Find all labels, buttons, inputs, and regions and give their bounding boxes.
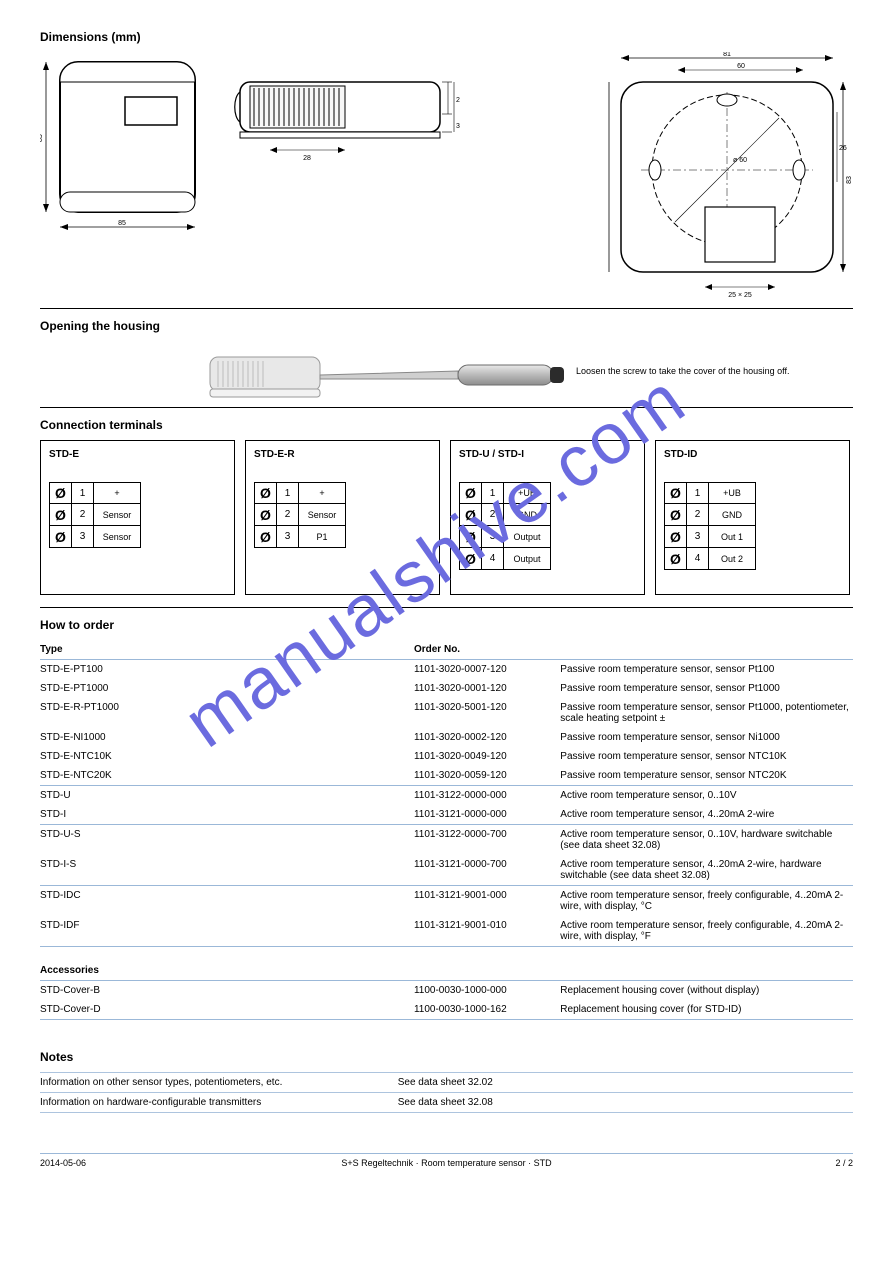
footer-title: S+S Regeltechnik · Room temperature sens… [243, 1158, 650, 1168]
back-diag: ø 60 [733, 157, 747, 164]
notes-heading: Notes [40, 1050, 853, 1064]
note-row: Information on other sensor types, poten… [40, 1072, 853, 1093]
terminal-box: STD-E-R Ø1+ Ø2Sensor Ø3P1 [245, 440, 440, 595]
dimensions-heading: Dimensions (mm) [40, 30, 853, 44]
terminal-title: STD-U / STD-I [459, 449, 636, 460]
terminal-box: STD-ID Ø1+UB Ø2GND Ø3Out 1 Ø4Out 2 [655, 440, 850, 595]
opening-caption: Loosen the screw to take the cover of th… [576, 366, 789, 376]
front-view-drawing: 85 85 [40, 52, 200, 232]
side-slot-len: 28 [303, 155, 311, 162]
side-depth-full: 31 [456, 123, 460, 130]
terminals-heading: Connection terminals [40, 418, 853, 432]
back-h-label: 83 [846, 176, 853, 184]
accessories-heading: Accessories [40, 965, 414, 976]
terminal-title: STD-E [49, 449, 226, 460]
opening-illustration [208, 341, 568, 401]
terminal-title: STD-ID [664, 449, 841, 460]
note-row: Information on hardware-configurable tra… [40, 1093, 853, 1113]
order-col-type: Type [40, 644, 414, 655]
order-col-no: Order No. [414, 644, 560, 655]
order-table: Type Order No. STD-E-PT1001101-3020-0007… [40, 640, 853, 1020]
divider [40, 308, 853, 309]
terminal-box: STD-U / STD-I Ø1+UB Ø2GND Ø3Output Ø4Out… [450, 440, 645, 595]
side-depth-main: 22 [456, 97, 460, 104]
order-heading: How to order [40, 618, 853, 632]
back-view-drawing: 81 60 83 26 ø 60 [593, 52, 853, 302]
back-w-label: 81 [723, 52, 731, 58]
terminal-box: STD-E Ø1+ Ø2Sensor Ø3Sensor [40, 440, 235, 595]
front-width-label: 85 [118, 220, 126, 227]
opening-heading: Opening the housing [40, 319, 853, 333]
divider [40, 407, 853, 408]
terminals-row: STD-E Ø1+ Ø2Sensor Ø3Sensor STD-E-R Ø1+ … [40, 440, 853, 595]
footer-page: 2 / 2 [650, 1158, 853, 1168]
front-height-label: 85 [40, 134, 44, 142]
divider [40, 607, 853, 608]
side-view-drawing: 22 31 28 [230, 52, 460, 202]
dimensions-row: 85 85 [40, 52, 853, 302]
page-footer: 2014-05-06 S+S Regeltechnik · Room tempe… [40, 1153, 853, 1168]
back-vpitch: 26 [839, 145, 847, 152]
back-hpitch: 60 [737, 63, 745, 70]
footer-date: 2014-05-06 [40, 1158, 243, 1168]
back-slot: 25 × 25 [728, 292, 752, 299]
terminal-title: STD-E-R [254, 449, 431, 460]
